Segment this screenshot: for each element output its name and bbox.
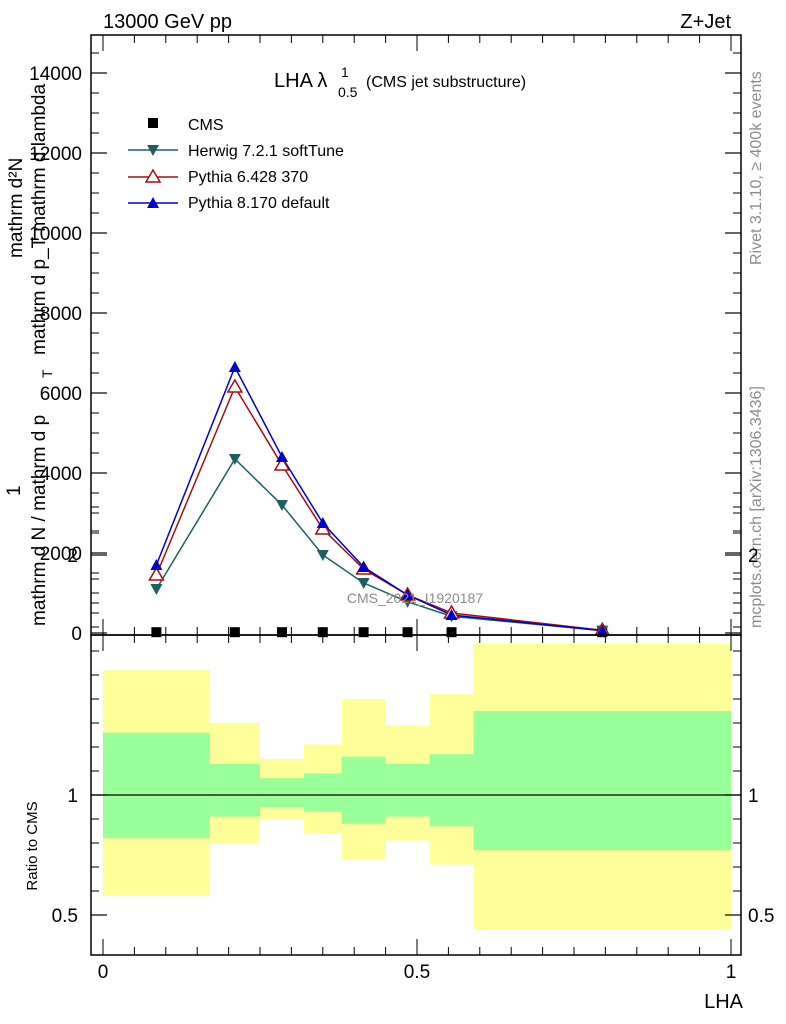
cms-point [446,627,457,638]
ratio-y-tick-label: 0.5 [52,906,78,927]
y-label-denominator: mathrm d N / mathrm d p [29,415,50,626]
ratio-y-tick-label-right: 2 [748,546,759,567]
ratio-inner-band [341,756,386,824]
ratio-inner-band [260,778,304,807]
main-y-tick-label: 4000 [40,464,82,485]
plot-title-sup: 1 [341,64,349,80]
ratio-inner-band [429,754,474,827]
ratio-y-label: Ratio to CMS [24,801,41,890]
pythia6-point [148,566,165,581]
plot-title-suffix: (CMS jet substructure) [366,74,526,91]
ratio-inner-band [209,763,260,817]
y-label-one: 1 [4,485,25,496]
pythia8-point [228,361,241,372]
herwig-point [228,454,241,465]
x-axis-label: LHA [704,991,744,1013]
pythia8-point [275,451,288,462]
legend-pythia8-marker [147,197,159,208]
pythia8-line [155,365,603,632]
legend-cms-marker [148,118,158,128]
ratio-plot-frame [90,634,742,956]
ratio-inner-band [473,711,731,851]
x-tick-label: 0.5 [404,962,430,983]
main-y-tick-label: 12000 [29,144,82,165]
pythia6-point [226,378,244,393]
herwig-line [155,457,603,632]
legend-herwig-label: Herwig 7.2.1 softTune [188,143,344,160]
cms-point [276,627,287,638]
legend: CMS Herwig 7.2.1 softTune Pythia 6.428 3… [128,117,344,212]
pythia8-point [150,559,163,570]
header-right: Z+Jet [680,11,731,33]
legend-pythia6-label: Pythia 6.428 370 [188,169,308,186]
legend-herwig-marker [147,145,159,156]
main-y-tick-label: 14000 [29,64,82,85]
main-y-tick-label: 6000 [40,384,82,405]
analysis-watermark: CMS_2021_I1920187 [347,590,483,606]
cms-point [229,627,240,638]
herwig-point [275,500,288,511]
y-label-numerator-second: mathrm d p_T mathrm d lambda [29,84,50,355]
plot-title: LHA λ 1 0.5 (CMS jet substructure) [274,64,526,100]
herwig-point [316,550,329,561]
main-y-tick-label: 10000 [29,224,82,245]
cms-point [151,627,162,638]
pythia6-point [273,456,291,471]
pythia8-point [401,589,414,600]
ratio-inner-band [303,773,342,812]
main-y-tick-label: 2000 [40,544,82,565]
herwig-point [150,584,163,595]
x-tick-label: 1 [726,962,737,983]
mcplots-label: mcplots.cern.ch [arXiv:1306.3436] [748,386,765,628]
pythia8-point [596,624,609,636]
legend-pythia6-marker [144,168,162,183]
main-y-label: mathrm d²N mathrm d p_T mathrm d lambda … [4,84,55,626]
y-label-denominator-tail: T [39,369,55,378]
pythia8-point [316,517,329,528]
main-y-tick-label: 8000 [40,304,82,325]
legend-pythia8-label: Pythia 8.170 default [188,195,330,212]
plot-title-sub: 0.5 [338,84,358,100]
ratio-y-tick-label-right: 1 [748,786,759,807]
plot-title-main: LHA λ [274,70,327,92]
ratio-y-tick-label: 1 [67,786,78,807]
ratio-y-tick-label-right: 0.5 [748,906,774,927]
cms-point [402,627,413,638]
pythia8-point [357,561,370,572]
header-left: 13000 GeV pp [103,11,232,33]
ratio-y-tick-label: 2 [67,546,78,567]
ratio-inner-band [385,763,430,817]
cms-point [358,627,369,638]
ratio-inner-band [103,732,210,839]
pythia6-line [155,385,603,631]
main-y-tick-label: 0 [71,624,82,645]
x-tick-label: 0 [98,962,109,983]
herwig-point [357,578,370,589]
rivet-label: Rivet 3.1.10, ≥ 400k events [748,71,765,265]
pythia8-point [445,609,458,620]
cms-point [317,627,328,638]
legend-cms-label: CMS [188,117,224,134]
y-label-numerator: mathrm d²N [6,158,27,258]
